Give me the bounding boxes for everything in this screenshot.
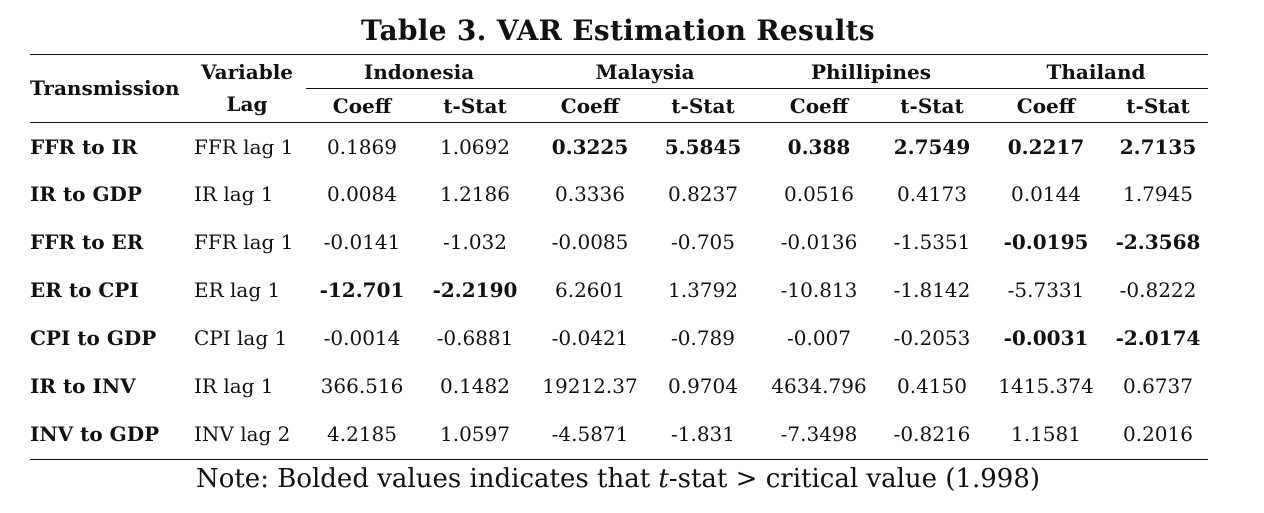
bottom-rule	[30, 459, 1208, 460]
header-coeff: Coeff	[332, 94, 392, 118]
header-variable-lag-line2: Lag	[226, 92, 268, 116]
coeff-cell: -0.007	[786, 326, 851, 350]
header-rule	[30, 122, 1208, 123]
header-country-phillipines: Phillipines	[810, 60, 932, 84]
tstat-cell: 1.0692	[440, 135, 510, 159]
tstat-cell: -0.8216	[893, 422, 971, 446]
tstat-cell: -1.032	[442, 230, 507, 254]
header-country-malaysia: Malaysia	[595, 60, 695, 84]
coeff-cell: 0.3225	[551, 135, 629, 159]
header-transmission: Transmission	[30, 76, 180, 100]
tstat-cell: -0.705	[670, 230, 735, 254]
row-variable-lag: CPI lag 1	[194, 326, 288, 350]
header-variable-lag-line1: Variable	[200, 60, 294, 84]
tstat-cell: -1.831	[670, 422, 735, 446]
coeff-cell: 366.516	[320, 374, 404, 398]
row-transmission: CPI to GDP	[30, 326, 157, 350]
tstat-cell: -0.8222	[1119, 278, 1197, 302]
header-coeff: Coeff	[560, 94, 620, 118]
coeff-cell: -0.0136	[780, 230, 858, 254]
row-transmission: IR to INV	[30, 374, 136, 398]
header-tstat: t-Stat	[1126, 94, 1190, 118]
country-subrule	[306, 88, 1208, 89]
tstat-cell: 0.1482	[440, 374, 510, 398]
row-transmission: IR to GDP	[30, 182, 142, 206]
row-transmission: FFR to IR	[30, 135, 138, 159]
coeff-cell: 19212.37	[542, 374, 638, 398]
row-variable-lag: FFR lag 1	[194, 135, 294, 159]
coeff-cell: 0.0084	[327, 182, 397, 206]
coeff-cell: -0.0195	[1003, 230, 1089, 254]
top-rule	[30, 54, 1208, 55]
tstat-cell: -1.5351	[893, 230, 971, 254]
note-prefix: Note: Bolded values indicates that	[195, 464, 659, 494]
tstat-cell: -1.8142	[893, 278, 971, 302]
header-country-indonesia: Indonesia	[363, 60, 475, 84]
coeff-cell: 0.3336	[555, 182, 625, 206]
coeff-cell: -5.7331	[1007, 278, 1085, 302]
coeff-cell: -4.5871	[551, 422, 629, 446]
coeff-cell: -0.0031	[1003, 326, 1089, 350]
coeff-cell: 4.2185	[327, 422, 397, 446]
coeff-cell: 6.2601	[555, 278, 625, 302]
tstat-cell: -0.2053	[893, 326, 971, 350]
coeff-cell: 1415.374	[998, 374, 1094, 398]
tstat-cell: 1.3792	[668, 278, 738, 302]
coeff-cell: 0.0516	[784, 182, 854, 206]
tstat-cell: 1.7945	[1123, 182, 1193, 206]
coeff-cell: -0.0141	[323, 230, 401, 254]
coeff-cell: 4634.796	[771, 374, 867, 398]
row-variable-lag: IR lag 1	[194, 374, 274, 398]
coeff-cell: 0.2217	[1007, 135, 1085, 159]
row-variable-lag: IR lag 1	[194, 182, 274, 206]
table-title: Table 3. VAR Estimation Results	[361, 14, 875, 47]
coeff-cell: -10.813	[780, 278, 858, 302]
tstat-cell: 0.8237	[668, 182, 738, 206]
row-transmission: INV to GDP	[30, 422, 160, 446]
header-country-thailand: Thailand	[1046, 60, 1146, 84]
row-variable-lag: INV lag 2	[194, 422, 291, 446]
note-suffix: -stat > critical value (1.998)	[668, 464, 1041, 494]
note-italic-t: t	[658, 464, 669, 494]
coeff-cell: 0.1869	[327, 135, 397, 159]
row-variable-lag: ER lag 1	[194, 278, 281, 302]
tstat-cell: 5.5845	[664, 135, 742, 159]
row-transmission: FFR to ER	[30, 230, 144, 254]
row-variable-lag: FFR lag 1	[194, 230, 294, 254]
header-tstat: t-Stat	[443, 94, 507, 118]
coeff-cell: 0.388	[787, 135, 851, 159]
coeff-cell: -0.0421	[551, 326, 629, 350]
coeff-cell: -12.701	[319, 278, 405, 302]
tstat-cell: -2.2190	[432, 278, 518, 302]
header-coeff: Coeff	[1016, 94, 1076, 118]
table-note: Note: Bolded values indicates that t-sta…	[0, 464, 1236, 494]
tstat-cell: -0.6881	[436, 326, 514, 350]
tstat-cell: 1.2186	[440, 182, 510, 206]
tstat-cell: -2.3568	[1115, 230, 1201, 254]
tstat-cell: -0.789	[670, 326, 735, 350]
tstat-cell: 0.6737	[1123, 374, 1193, 398]
row-transmission: ER to CPI	[30, 278, 139, 302]
coeff-cell: -7.3498	[780, 422, 858, 446]
tstat-cell: 0.9704	[668, 374, 738, 398]
tstat-cell: 0.2016	[1123, 422, 1193, 446]
tstat-cell: 2.7135	[1119, 135, 1197, 159]
tstat-cell: 1.0597	[440, 422, 510, 446]
tstat-cell: -2.0174	[1115, 326, 1201, 350]
coeff-cell: -0.0085	[551, 230, 629, 254]
header-tstat: t-Stat	[671, 94, 735, 118]
tstat-cell: 2.7549	[893, 135, 971, 159]
header-tstat: t-Stat	[900, 94, 964, 118]
coeff-cell: 1.1581	[1011, 422, 1081, 446]
header-coeff: Coeff	[789, 94, 849, 118]
tstat-cell: 0.4150	[897, 374, 967, 398]
coeff-cell: 0.0144	[1011, 182, 1081, 206]
coeff-cell: -0.0014	[323, 326, 401, 350]
tstat-cell: 0.4173	[897, 182, 967, 206]
